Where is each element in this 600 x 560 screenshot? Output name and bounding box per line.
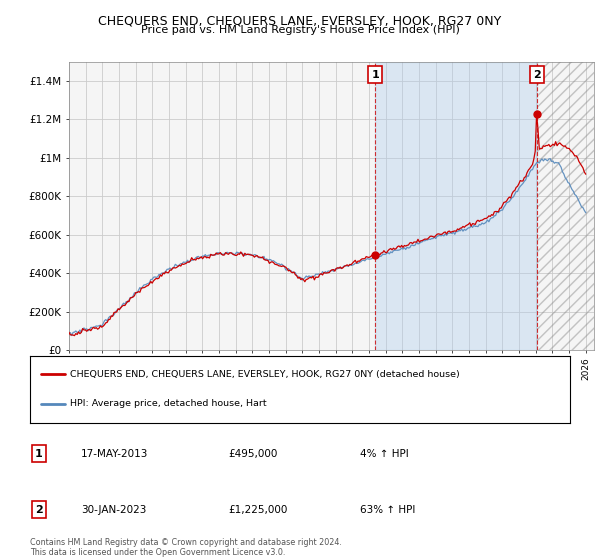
Text: 1: 1 [35, 449, 43, 459]
Text: CHEQUERS END, CHEQUERS LANE, EVERSLEY, HOOK, RG27 0NY: CHEQUERS END, CHEQUERS LANE, EVERSLEY, H… [98, 14, 502, 27]
Bar [537, 62, 594, 350]
Text: £1,225,000: £1,225,000 [228, 505, 287, 515]
Text: CHEQUERS END, CHEQUERS LANE, EVERSLEY, HOOK, RG27 0NY (detached house): CHEQUERS END, CHEQUERS LANE, EVERSLEY, H… [71, 370, 460, 379]
Text: 63% ↑ HPI: 63% ↑ HPI [360, 505, 415, 515]
Bar [537, 62, 594, 350]
Text: 1: 1 [371, 69, 379, 80]
Text: 4% ↑ HPI: 4% ↑ HPI [360, 449, 409, 459]
Text: 17-MAY-2013: 17-MAY-2013 [81, 449, 148, 459]
Text: Price paid vs. HM Land Registry's House Price Index (HPI): Price paid vs. HM Land Registry's House … [140, 25, 460, 35]
Text: Contains HM Land Registry data © Crown copyright and database right 2024.
This d: Contains HM Land Registry data © Crown c… [30, 538, 342, 557]
Text: £495,000: £495,000 [228, 449, 277, 459]
Text: 30-JAN-2023: 30-JAN-2023 [81, 505, 146, 515]
Bar [375, 62, 537, 350]
Text: 2: 2 [533, 69, 541, 80]
Text: HPI: Average price, detached house, Hart: HPI: Average price, detached house, Hart [71, 399, 267, 408]
Text: 2: 2 [35, 505, 43, 515]
